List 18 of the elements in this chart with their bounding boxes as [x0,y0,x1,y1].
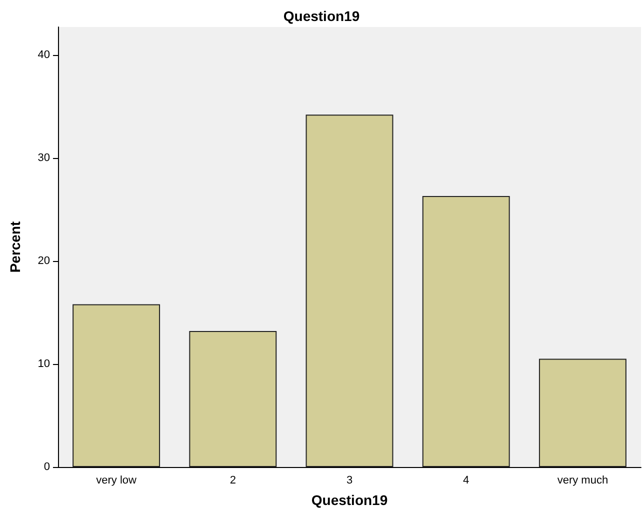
y-tick-label: 40 [38,48,50,61]
y-tick-label: 10 [38,358,50,370]
y-tick-label: 0 [44,461,50,473]
x-tick-label: very much [557,474,608,486]
bar [189,330,277,467]
x-axis-title: Question19 [311,492,388,508]
y-axis-title: Percent [7,220,23,273]
y-tick-label: 20 [38,254,50,267]
x-tick-label: 2 [230,474,236,486]
y-tick-label: 30 [38,152,50,164]
bar [538,358,626,467]
x-tick-label: 4 [463,474,470,486]
bar [306,114,394,467]
bar [422,196,510,467]
chart-title: Question19 [283,8,360,24]
x-tick-label: very low [96,474,137,486]
x-tick-label: 3 [346,474,353,486]
bar [72,304,160,467]
